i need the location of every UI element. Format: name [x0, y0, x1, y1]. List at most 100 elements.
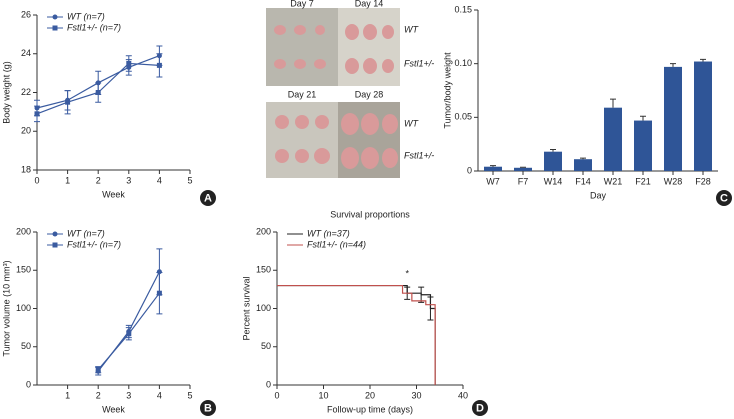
y-tick-label: 24 — [21, 48, 31, 58]
panel-label: B — [204, 402, 212, 414]
y-tick-label: 100 — [16, 303, 31, 313]
x-tick-label: 0 — [34, 175, 39, 185]
x-tick-label: F28 — [695, 176, 711, 186]
point — [34, 111, 40, 117]
bar — [634, 120, 652, 171]
tissue — [274, 24, 398, 169]
y-axis-label: Tumor volume (10 mm³) — [1, 260, 11, 356]
x-tick-label: 5 — [187, 175, 192, 185]
bar — [574, 159, 592, 171]
y-tick-label: 20 — [21, 126, 31, 136]
x-tick-label: 1 — [65, 390, 70, 400]
y-tick-label: 50 — [261, 341, 271, 351]
legend-marker — [52, 25, 58, 31]
legend-label: Fstl1+/- (n=44) — [307, 239, 366, 249]
x-tick-label: W28 — [664, 176, 683, 186]
y-tick-label: 150 — [256, 265, 271, 275]
y-tick-label: 18 — [21, 164, 31, 174]
bar — [514, 167, 532, 171]
x-tick-label: 1 — [65, 175, 70, 185]
error-bar — [490, 165, 496, 167]
x-tick-label: 0 — [274, 390, 279, 400]
y-tick-label: 26 — [21, 9, 31, 19]
x-axis-label: Week — [102, 189, 125, 199]
x-tick-label: W21 — [604, 176, 623, 186]
y-tick-label: 0 — [467, 165, 472, 175]
error-bar — [427, 296, 434, 321]
x-tick-label: F21 — [635, 176, 651, 186]
x-tick-label: 20 — [365, 390, 375, 400]
chart-title: Survival proportions — [330, 209, 410, 219]
point — [156, 290, 162, 296]
x-tick-label: 10 — [318, 390, 328, 400]
photo-label: Day 7 — [290, 0, 314, 8]
panel-label: D — [476, 402, 484, 414]
x-tick-label: 40 — [458, 390, 468, 400]
point — [126, 331, 132, 337]
bar — [544, 151, 562, 171]
legend-marker — [52, 242, 58, 248]
y-tick-label: 22 — [21, 87, 31, 97]
error-bar — [610, 98, 616, 108]
photo-label: WT — [404, 118, 419, 128]
error-bar — [670, 63, 676, 67]
y-tick-label: 200 — [16, 226, 31, 236]
y-axis-label: Percent survival — [241, 276, 251, 340]
y-tick-label: 100 — [256, 303, 271, 313]
x-tick-label: 30 — [411, 390, 421, 400]
legend-label: WT (n=7) — [67, 228, 105, 238]
y-tick-label: 0 — [266, 379, 271, 389]
legend-marker — [52, 14, 58, 20]
photo-panel: Day 7 Day 14 WT Fstl1+/- Day 21 Day 28 W… — [266, 0, 434, 178]
error-bar — [418, 286, 425, 303]
error-bar — [520, 166, 526, 168]
panel-badge — [200, 190, 216, 206]
photo-label: Day 21 — [288, 89, 317, 99]
legend-marker — [52, 231, 58, 237]
x-axis-label: Week — [102, 404, 125, 414]
legend-label: Fstl1+/- (n=7) — [67, 239, 121, 249]
y-tick-label: 150 — [16, 265, 31, 275]
x-axis-label: Follow-up time (days) — [327, 404, 413, 414]
y-axis-label: Tumor/body weight — [442, 52, 452, 129]
x-tick-label: 3 — [126, 175, 131, 185]
photo-label: Day 28 — [355, 89, 384, 99]
x-tick-label: F14 — [575, 176, 591, 186]
x-tick-label: 2 — [96, 390, 101, 400]
bar — [484, 166, 502, 171]
x-tick-label: 4 — [157, 175, 162, 185]
photo — [266, 8, 338, 86]
x-tick-label: W7 — [486, 176, 500, 186]
panel-label: A — [204, 192, 212, 204]
panel-label: C — [720, 192, 728, 204]
axis — [36, 232, 190, 386]
x-axis-label: Day — [590, 190, 607, 200]
y-tick-label: 0 — [26, 379, 31, 389]
y-tick-label: 200 — [256, 226, 271, 236]
y-tick-label: 0.15 — [454, 4, 472, 14]
bar — [664, 66, 682, 171]
x-tick-label: 3 — [126, 390, 131, 400]
error-bar — [580, 157, 586, 160]
x-tick-label: 4 — [157, 390, 162, 400]
x-tick-label: W14 — [544, 176, 563, 186]
bar — [604, 107, 622, 171]
bar — [694, 61, 712, 171]
annotation: * — [405, 268, 409, 278]
panel-badge — [472, 400, 488, 416]
photo-label: Fstl1+/- — [404, 58, 434, 68]
point — [65, 99, 71, 105]
photo-label: Fstl1+/- — [404, 150, 434, 160]
x-tick-label: F7 — [518, 176, 529, 186]
point — [95, 90, 101, 95]
panel-badge — [200, 400, 216, 416]
point — [95, 367, 101, 373]
photo — [266, 102, 338, 178]
photo-label: WT — [404, 24, 419, 34]
y-tick-label: 0.05 — [454, 112, 472, 122]
y-tick-label: 0.10 — [454, 58, 472, 68]
photo-label: Day 14 — [355, 0, 384, 8]
error-bar — [550, 149, 556, 152]
survival-curve — [277, 284, 436, 385]
panel-badge — [716, 190, 732, 206]
